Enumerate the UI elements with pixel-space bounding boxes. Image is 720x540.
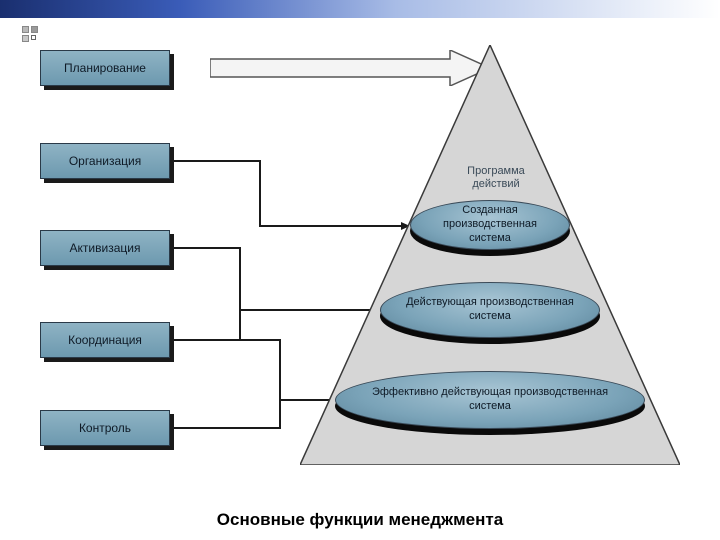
box-front: Активизация <box>40 230 170 266</box>
pyramid: Программа действий Созданная производств… <box>300 45 680 465</box>
ellipse-front: Созданная производственная система <box>410 200 570 250</box>
function-box: Планирование <box>40 50 170 86</box>
pyramid-ellipse: Созданная производственная система <box>410 200 570 250</box>
ellipse-label: Созданная производственная система <box>425 204 555 245</box>
box-front: Координация <box>40 322 170 358</box>
function-label: Активизация <box>70 241 141 255</box>
ellipse-front: Эффективно действующая производственная … <box>335 371 645 429</box>
function-label: Планирование <box>64 61 146 75</box>
box-front: Контроль <box>40 410 170 446</box>
function-label: Контроль <box>79 421 131 435</box>
function-box: Контроль <box>40 410 170 446</box>
function-label: Координация <box>68 333 142 347</box>
function-label: Организация <box>69 154 141 168</box>
management-functions-diagram: Планирование Организация Активизация Коорди… <box>40 40 680 480</box>
function-box: Координация <box>40 322 170 358</box>
box-front: Организация <box>40 143 170 179</box>
caption: Основные функции менеджмента <box>0 510 720 530</box>
pyramid-ellipse: Эффективно действующая производственная … <box>335 371 645 429</box>
ellipse-label: Действующая производственная система <box>395 296 585 324</box>
box-front: Планирование <box>40 50 170 86</box>
caption-text: Основные функции менеджмента <box>217 510 503 529</box>
pyramid-top-label: Программа действий <box>456 165 536 191</box>
function-box: Организация <box>40 143 170 179</box>
function-box: Активизация <box>40 230 170 266</box>
ellipse-front: Действующая производственная система <box>380 282 600 338</box>
slide-top-bar <box>0 0 720 18</box>
pyramid-top-label-text: Программа действий <box>467 165 525 190</box>
ellipse-label: Эффективно действующая производственная … <box>350 386 630 414</box>
slide-bullet-icon <box>22 26 40 44</box>
pyramid-ellipse: Действующая производственная система <box>380 282 600 338</box>
